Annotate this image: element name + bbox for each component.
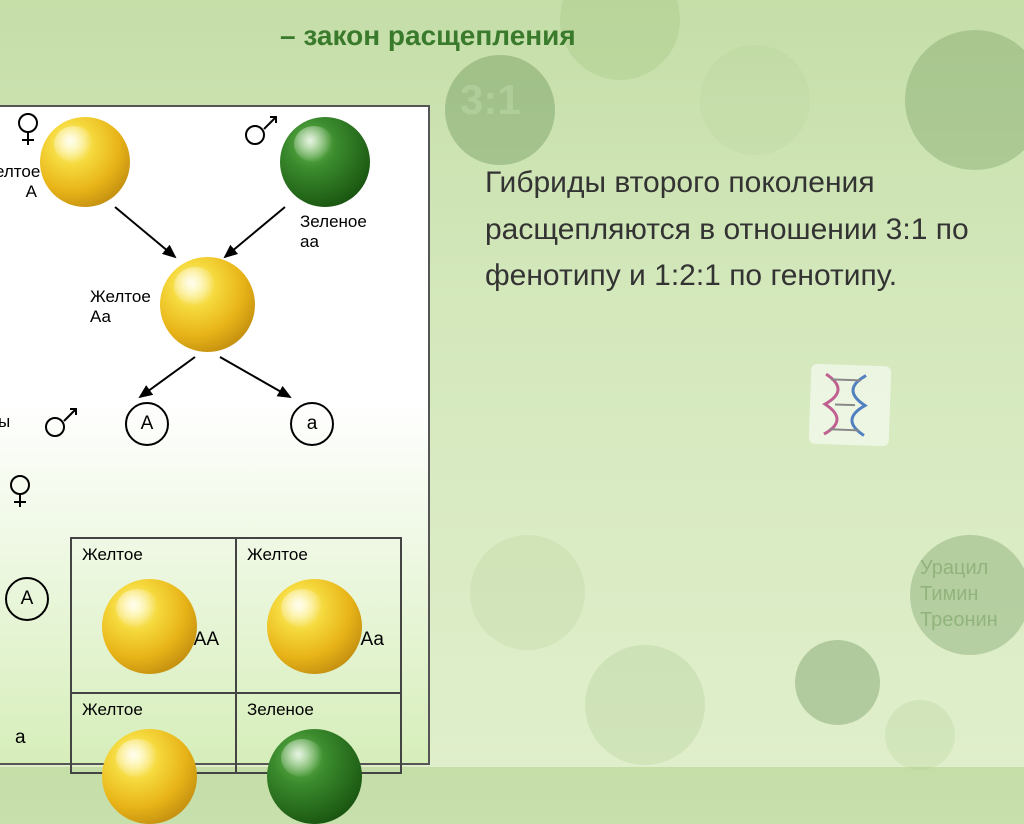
bg-circle [700,45,810,155]
row-frag-0: ы [0,412,10,432]
punnett-cell-1-0: Желтое [71,693,236,773]
punnett-cell-0-1: Желтое Аа [236,538,401,693]
dna-decor [809,364,892,447]
cell-sphere-00 [102,579,197,674]
f1-label: ЖелтоеАа [90,287,151,328]
gamete-a: а [290,402,334,446]
bg-circle [560,0,680,80]
p1-label: елтоеА [0,162,37,203]
cell-sphere-01 [267,579,362,674]
f1-yellow-sphere [160,257,255,352]
bg-circle [470,535,585,650]
slide-title: – закон расщепления [280,20,576,52]
cell-sphere-10 [102,729,197,824]
row2-allele: а [15,727,26,750]
row1-allele: А [5,577,49,621]
body-text: Гибриды второго поколения расщепляются в… [485,160,1015,300]
gamete-A: А [125,402,169,446]
cell-sphere-11 [267,729,362,824]
bg-circle [885,700,955,770]
bg-circle [795,640,880,725]
bg-circle [905,30,1024,170]
bg-circle [585,645,705,765]
watermark-text: Урацил Тимин Треонин [920,555,998,633]
punnett-cell-1-1: Зеленое [236,693,401,773]
genetics-diagram: елтоеА Зеленоеаа ЖелтоеАа [0,105,430,765]
female-symbol-icon [18,113,38,133]
p1-yellow-sphere [40,117,130,207]
punnett-cell-0-0: Желтое АА [71,538,236,693]
p2-label: Зеленоеаа [300,212,367,253]
bg-ratio-text: 3:1 [460,75,521,125]
punnett-square: Желтое АА Желтое Аа Желтое Зеленое [70,537,402,774]
female-gamete-symbol-icon [10,475,30,495]
p2-green-sphere [280,117,370,207]
